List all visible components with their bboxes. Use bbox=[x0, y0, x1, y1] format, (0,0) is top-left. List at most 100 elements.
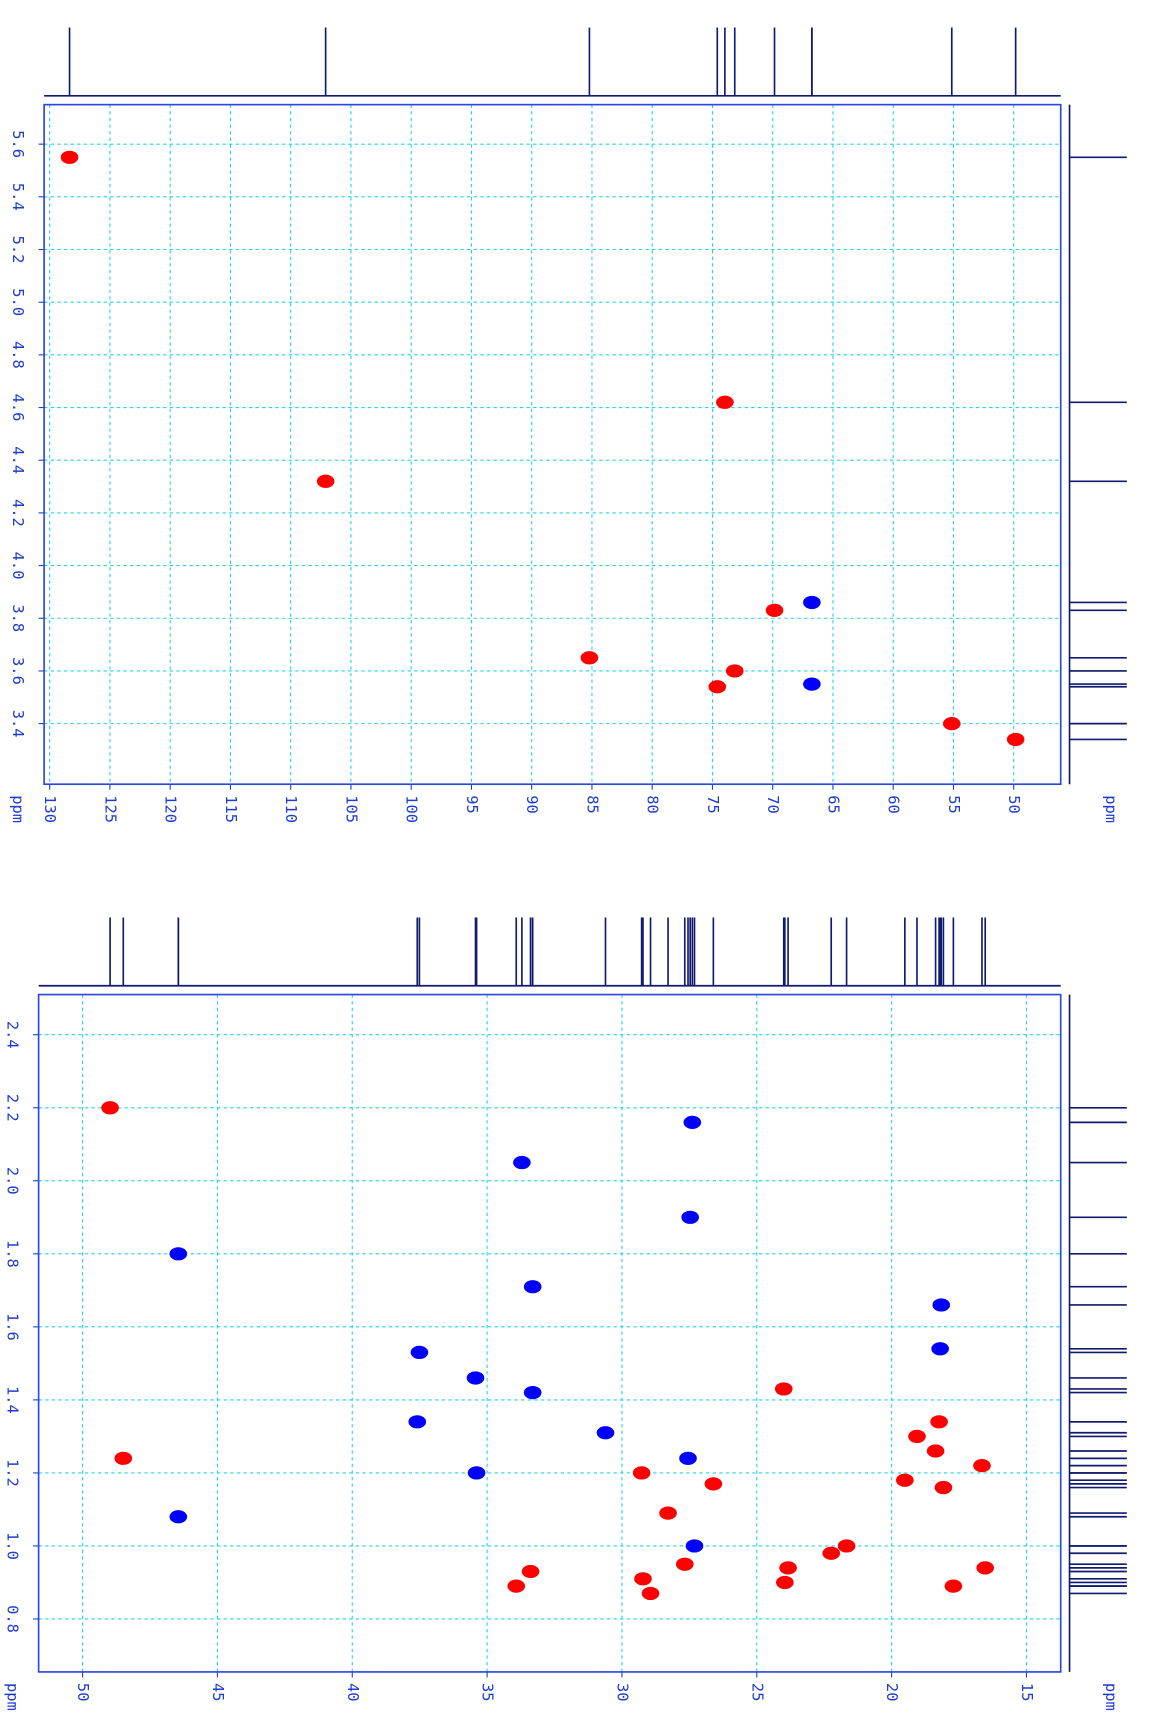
cross-peak bbox=[679, 1451, 697, 1465]
x-tick-label: 15 bbox=[1018, 1683, 1036, 1702]
cross-peak bbox=[683, 1115, 702, 1129]
cross-peak bbox=[779, 1561, 797, 1575]
y-axis-label: ppm bbox=[9, 795, 27, 823]
y-tick-label: 1.4 bbox=[4, 1386, 22, 1414]
cross-peak bbox=[725, 664, 744, 678]
x-tick-label: 120 bbox=[162, 795, 180, 823]
cross-peak bbox=[942, 717, 961, 731]
y-axis-label: ppm bbox=[4, 1683, 22, 1711]
cross-peak bbox=[316, 474, 335, 488]
cross-peak bbox=[803, 595, 821, 610]
x-tick-label: 30 bbox=[613, 1683, 631, 1702]
x-tick-label: 105 bbox=[342, 795, 360, 823]
cross-peak bbox=[641, 1586, 660, 1601]
x-tick-label: 95 bbox=[463, 795, 481, 814]
cross-peak bbox=[944, 1579, 963, 1593]
cross-peak bbox=[466, 1371, 485, 1385]
cross-peak bbox=[169, 1510, 188, 1524]
y-tick-label: 1.8 bbox=[4, 1240, 22, 1268]
cross-peak bbox=[685, 1539, 704, 1553]
cross-peak bbox=[523, 1280, 542, 1294]
x-tick-label: 55 bbox=[945, 795, 963, 814]
x-tick-label: 40 bbox=[344, 1683, 362, 1702]
cross-peak bbox=[837, 1539, 856, 1553]
x-tick-label: 45 bbox=[209, 1683, 227, 1702]
cross-peak bbox=[513, 1155, 531, 1170]
cross-peak bbox=[704, 1477, 723, 1491]
cross-peak bbox=[169, 1247, 188, 1261]
y-tick-label: 2.4 bbox=[4, 1021, 22, 1049]
x-tick-label: 35 bbox=[479, 1683, 497, 1702]
y-tick-label: 5.6 bbox=[9, 130, 27, 158]
y-tick-label: 5.2 bbox=[9, 236, 27, 264]
cross-peak bbox=[60, 150, 79, 164]
cross-peak bbox=[776, 1575, 794, 1590]
y-tick-label: 0.8 bbox=[4, 1605, 22, 1633]
x-tick-label: 130 bbox=[41, 795, 59, 823]
x-tick-label: 110 bbox=[282, 795, 300, 823]
cross-peak bbox=[1006, 732, 1025, 747]
x-tick-label: 85 bbox=[583, 795, 601, 814]
y-tick-label: 4.4 bbox=[9, 446, 27, 474]
cross-peak bbox=[708, 680, 727, 694]
cross-peak bbox=[930, 1415, 948, 1429]
cross-peak bbox=[934, 1480, 953, 1495]
y-tick-label: 4.0 bbox=[9, 552, 27, 580]
x-tick-label: 125 bbox=[101, 795, 119, 823]
cross-peak bbox=[932, 1298, 951, 1312]
cross-peak bbox=[523, 1385, 542, 1400]
x-tick-label: 90 bbox=[523, 795, 541, 814]
cross-peak bbox=[716, 395, 734, 409]
cross-peak bbox=[101, 1101, 119, 1115]
cross-peak bbox=[114, 1451, 133, 1465]
x-tick-label: 60 bbox=[885, 795, 903, 814]
y-tick-label: 1.2 bbox=[4, 1459, 22, 1487]
x-tick-label: 65 bbox=[824, 795, 842, 814]
y-tick-label: 2.0 bbox=[4, 1167, 22, 1195]
cross-peak bbox=[632, 1466, 651, 1480]
cross-peak bbox=[973, 1459, 991, 1473]
cross-peak bbox=[908, 1429, 926, 1444]
cross-peak bbox=[681, 1210, 699, 1224]
y-tick-label: 1.0 bbox=[4, 1532, 22, 1560]
y-tick-label: 4.8 bbox=[9, 341, 27, 369]
y-tick-label: 4.6 bbox=[9, 394, 27, 422]
x-axis-label: ppm bbox=[1102, 795, 1120, 823]
x-tick-label: 115 bbox=[222, 795, 240, 823]
x-tick-label: 25 bbox=[748, 1683, 766, 1702]
y-tick-label: 1.6 bbox=[4, 1313, 22, 1341]
y-tick-label: 4.2 bbox=[9, 499, 27, 527]
cross-peak bbox=[931, 1342, 949, 1356]
cross-peak bbox=[659, 1506, 677, 1520]
cross-peak bbox=[507, 1579, 526, 1593]
x-axis-label: ppm bbox=[1102, 1683, 1120, 1711]
x-tick-label: 75 bbox=[704, 795, 722, 814]
cross-peak bbox=[926, 1444, 945, 1458]
cross-peak bbox=[408, 1415, 427, 1429]
y-tick-label: 3.8 bbox=[9, 604, 27, 632]
cross-peak bbox=[467, 1466, 486, 1480]
cross-peak bbox=[896, 1473, 914, 1487]
cross-peak bbox=[521, 1564, 540, 1579]
cross-peak bbox=[822, 1546, 841, 1560]
cross-peak bbox=[976, 1561, 995, 1575]
cross-peak bbox=[765, 603, 784, 617]
y-tick-label: 3.4 bbox=[9, 710, 27, 738]
plot-frame bbox=[37, 993, 1062, 1673]
x-tick-label: 20 bbox=[883, 1683, 901, 1702]
x-tick-label: 100 bbox=[403, 795, 421, 823]
y-tick-label: 2.2 bbox=[4, 1094, 22, 1122]
x-tick-label: 50 bbox=[74, 1683, 92, 1702]
cross-peak bbox=[774, 1382, 793, 1396]
cross-peak bbox=[580, 651, 599, 665]
x-tick-label: 70 bbox=[764, 795, 782, 814]
plot-frame bbox=[43, 103, 1062, 786]
x-tick-label: 80 bbox=[644, 795, 662, 814]
x-tick-label: 50 bbox=[1005, 795, 1023, 814]
cross-peak bbox=[675, 1557, 694, 1571]
y-tick-label: 5.0 bbox=[9, 288, 27, 316]
cross-peak bbox=[803, 677, 821, 691]
y-tick-label: 3.6 bbox=[9, 657, 27, 685]
